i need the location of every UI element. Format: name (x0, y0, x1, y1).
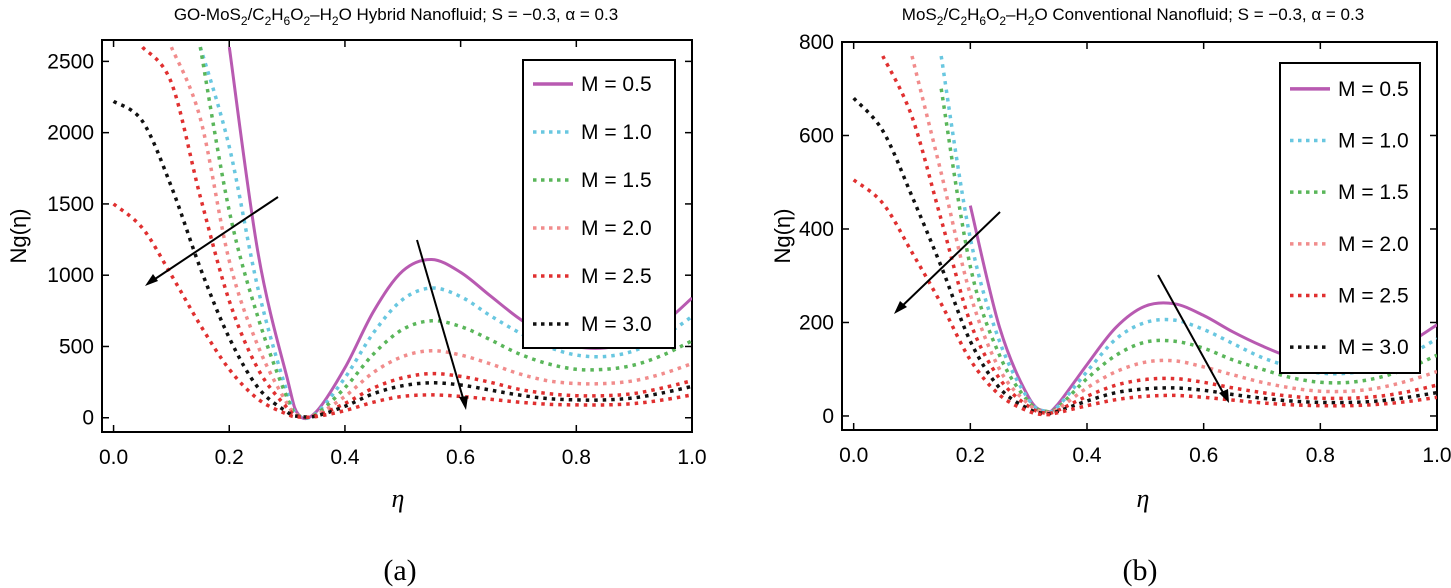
chart-b-legend-label: M = 0.5 (1338, 78, 1409, 101)
chart-b-arrow-left (897, 211, 1001, 311)
chart-b-x-tick-label: 1.0 (1422, 444, 1451, 467)
chart-b-y-tick-label: 600 (799, 124, 834, 147)
chart-a-series-m-3-0 (112, 99, 692, 419)
chart-a-legend-label: M = 1.5 (581, 169, 652, 192)
chart-a-y-axis-label: Ng(η) (6, 208, 31, 263)
chart-b-y-tick-label: 0 (822, 405, 834, 428)
chart-b-title: MoS2/C2H6O2–H2O Conventional Nanofluid; … (902, 5, 1364, 28)
chart-b-legend-label: M = 2.5 (1338, 285, 1409, 308)
chart-a-x-tick-label: 0.8 (562, 446, 591, 469)
chart-b-legend-label: M = 2.0 (1338, 233, 1409, 256)
chart-b-series-m-2-0 (910, 55, 1437, 415)
chart-a-x-tick-label: 0.0 (99, 446, 128, 469)
chart-a-legend-label: M = 2.0 (581, 217, 652, 240)
chart-b-y-tick-label: 200 (799, 311, 834, 334)
chart-a-legend-box (522, 59, 676, 349)
chart-b-legend-label: M = 1.0 (1338, 130, 1409, 153)
chart-a: GO-MoS2/C2H6O2–H2O Hybrid Nanofluid; S =… (6, 5, 707, 587)
chart-a-series-m-2-0 (169, 46, 692, 419)
chart-a-x-tick-label: 0.2 (215, 446, 244, 469)
chart-a-y-tick-label: 1000 (47, 264, 94, 287)
chart-a-x-tick-label: 0.4 (330, 446, 360, 469)
chart-a-legend-label: M = 0.5 (581, 73, 652, 96)
chart-b-arrow-right (1157, 274, 1227, 399)
chart-b-legend-label: M = 3.0 (1338, 336, 1409, 359)
chart-b-x-tick-label: 0.6 (1189, 444, 1218, 467)
chart-b-y-axis-label: Ng(η) (770, 208, 795, 263)
chart-a-title: GO-MoS2/C2H6O2–H2O Hybrid Nanofluid; S =… (174, 5, 618, 28)
chart-a-legend-label: M = 2.5 (581, 265, 652, 288)
chart-b: MoS2/C2H6O2–H2O Conventional Nanofluid; … (770, 5, 1451, 587)
chart-b-legend-box (1279, 62, 1421, 374)
chart-b-y-tick-label: 800 (799, 31, 834, 54)
chart-a-arrow-left (148, 196, 279, 284)
caption-a: (a) (383, 554, 416, 587)
chart-a-x-tick-label: 0.6 (446, 446, 475, 469)
chart-b-series-m-3-0-lower- (852, 178, 1437, 417)
chart-a-legend: M = 0.5 M = 1.0 M = 1.5 M = 2.0 M = 2.5 M = 3… (522, 59, 676, 349)
chart-b-y-tick-label: 400 (799, 218, 834, 241)
chart-b-series-m-1-5 (939, 88, 1437, 414)
chart-b-series-m-1-0 (939, 55, 1437, 414)
chart-a-y-tick-label: 2000 (47, 122, 94, 145)
chart-a-y-tick-label: 0 (82, 407, 94, 430)
chart-b-legend-label: M = 1.5 (1338, 181, 1409, 204)
chart-b-x-tick-label: 0.4 (1072, 444, 1102, 467)
chart-a-y-tick-label: 1500 (47, 193, 94, 216)
chart-b-legend: M = 0.5 M = 1.0 M = 1.5 M = 2.0 M = 2.5 M = 3… (1279, 62, 1421, 374)
chart-a-series-m-2-5 (141, 45, 692, 419)
chart-b-x-tick-label: 0.0 (839, 444, 868, 467)
chart-b-x-tick-label: 0.2 (956, 444, 985, 467)
chart-a-x-axis-label: η (392, 484, 405, 513)
chart-a-x-tick-label: 1.0 (677, 446, 706, 469)
chart-a-series-m-1-0 (198, 46, 692, 421)
caption-b: (b) (1123, 554, 1158, 587)
chart-b-series-m-3-0 (852, 96, 1437, 416)
chart-a-arrow-right (416, 239, 466, 406)
chart-a-arrowhead-left (145, 274, 158, 286)
chart-a-legend-label: M = 1.0 (581, 121, 652, 144)
chart-b-arrowhead-right (1219, 389, 1229, 403)
chart-a-y-tick-label: 500 (59, 335, 94, 358)
chart-b-x-axis-label: η (1137, 484, 1150, 513)
chart-a-y-tick-label: 2500 (47, 50, 94, 73)
chart-a-arrowhead-right (459, 396, 468, 410)
chart-b-x-tick-label: 0.8 (1306, 444, 1335, 467)
chart-b-arrowhead-left (894, 301, 907, 314)
chart-a-legend-label: M = 3.0 (581, 313, 652, 336)
